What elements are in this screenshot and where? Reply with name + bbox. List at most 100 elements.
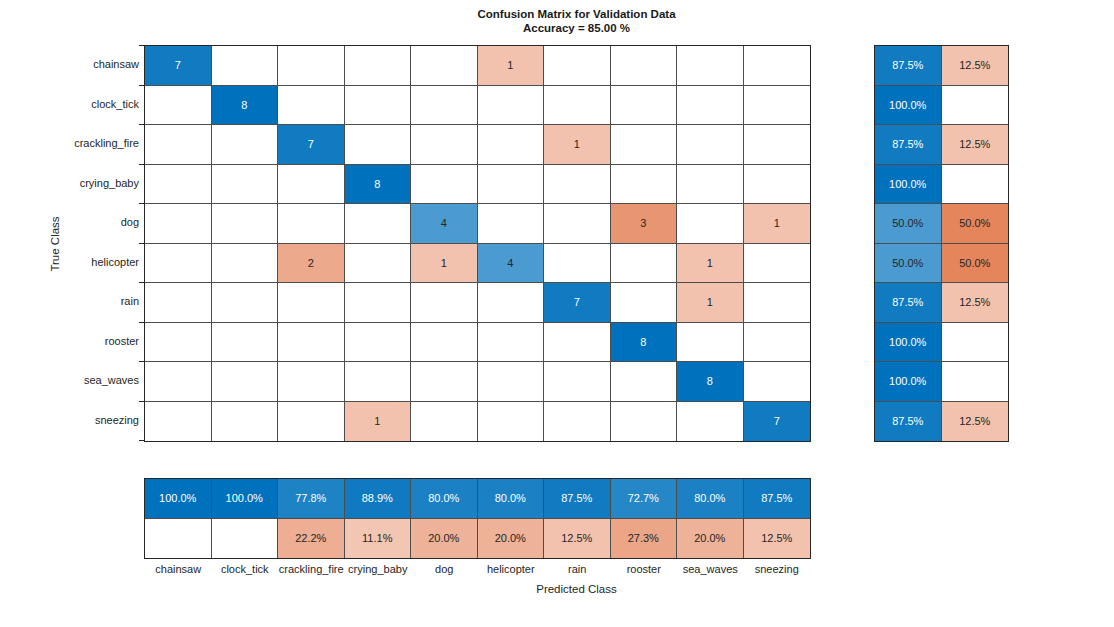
matrix-cell: [677, 46, 744, 86]
matrix-cell: [345, 283, 412, 323]
row-summary-cell: 12.5%: [942, 283, 1009, 323]
y-axis-tick-mark: [139, 322, 144, 323]
matrix-cell: [544, 323, 611, 363]
predicted-class-label-helicopter: helicopter: [487, 563, 535, 575]
column-summary-cell: 80.0%: [411, 479, 478, 519]
matrix-cell: [744, 125, 811, 165]
predicted-class-label-sneezing: sneezing: [755, 563, 799, 575]
predicted-class-label-sea_waves: sea_waves: [683, 563, 738, 575]
matrix-cell: [278, 86, 345, 126]
matrix-cell: [544, 204, 611, 244]
column-summary-cell: 27.3%: [611, 519, 678, 559]
column-summary-cell: 72.7%: [611, 479, 678, 519]
row-summary-cell: 50.0%: [875, 244, 942, 284]
matrix-cell: [411, 362, 478, 402]
matrix-cell: [278, 165, 345, 205]
column-summary-cell: 100.0%: [212, 479, 279, 519]
matrix-cell: [411, 323, 478, 363]
matrix-cell: [611, 283, 678, 323]
matrix-cell: 1: [478, 46, 545, 86]
row-summary-cell: 12.5%: [942, 46, 1009, 86]
true-class-label-helicopter: helicopter: [0, 243, 139, 283]
matrix-cell: [744, 244, 811, 284]
matrix-cell: [744, 46, 811, 86]
matrix-cell: 3: [611, 204, 678, 244]
matrix-cell: [744, 283, 811, 323]
column-summary-cell: 77.8%: [278, 479, 345, 519]
column-summary-cell: 20.0%: [478, 519, 545, 559]
matrix-cell: 2: [278, 244, 345, 284]
matrix-cell: [677, 125, 744, 165]
matrix-cell: 1: [744, 204, 811, 244]
true-class-label-sneezing: sneezing: [0, 401, 139, 441]
row-summary-cell: [942, 86, 1009, 126]
matrix-cell: [411, 402, 478, 442]
column-summary-cell: 22.2%: [278, 519, 345, 559]
matrix-cell: 8: [212, 86, 279, 126]
matrix-cell: [345, 244, 412, 284]
row-summary-cell: 100.0%: [875, 165, 942, 205]
confusion-matrix-grid: 7187184312141718817: [144, 45, 811, 442]
matrix-cell: [611, 46, 678, 86]
matrix-cell: [744, 165, 811, 205]
y-axis-tick-mark: [139, 85, 144, 86]
predicted-class-label-rain: rain: [568, 563, 586, 575]
row-summary-cell: 87.5%: [875, 283, 942, 323]
row-summary-grid: 87.5%12.5%100.0%87.5%12.5%100.0%50.0%50.…: [874, 45, 1009, 442]
matrix-cell: 4: [478, 244, 545, 284]
chart-title-block: Confusion Matrix for Validation Data Acc…: [145, 7, 1008, 35]
matrix-cell: [212, 244, 279, 284]
matrix-cell: [478, 86, 545, 126]
matrix-cell: 1: [677, 244, 744, 284]
matrix-cell: [744, 86, 811, 126]
matrix-cell: [677, 204, 744, 244]
matrix-cell: [611, 125, 678, 165]
matrix-cell: 1: [345, 402, 412, 442]
matrix-cell: [212, 362, 279, 402]
y-axis-tick-mark: [139, 203, 144, 204]
matrix-cell: [411, 46, 478, 86]
true-class-label-rain: rain: [0, 282, 139, 322]
y-axis-label: True Class: [49, 216, 61, 271]
row-summary-cell: 100.0%: [875, 86, 942, 126]
matrix-cell: 4: [411, 204, 478, 244]
matrix-cell: [544, 244, 611, 284]
row-summary-cell: [942, 362, 1009, 402]
matrix-cell: [611, 165, 678, 205]
matrix-cell: [478, 283, 545, 323]
matrix-cell: [677, 165, 744, 205]
matrix-cell: 8: [611, 323, 678, 363]
matrix-cell: [145, 244, 212, 284]
confusion-chart-figure: Confusion Matrix for Validation Data Acc…: [0, 0, 1114, 627]
matrix-cell: [478, 165, 545, 205]
y-axis-tick-mark: [139, 361, 144, 362]
true-class-label-rooster: rooster: [0, 322, 139, 362]
matrix-cell: 1: [544, 125, 611, 165]
matrix-cell: 8: [677, 362, 744, 402]
matrix-cell: [145, 204, 212, 244]
row-summary-cell: [942, 165, 1009, 205]
column-summary-cell: 12.5%: [544, 519, 611, 559]
matrix-cell: 7: [278, 125, 345, 165]
matrix-cell: [212, 125, 279, 165]
matrix-cell: [478, 204, 545, 244]
row-summary-cell: 87.5%: [875, 125, 942, 165]
matrix-cell: [212, 323, 279, 363]
predicted-class-label-chainsaw: chainsaw: [155, 563, 201, 575]
column-summary-cell: 12.5%: [744, 519, 811, 559]
matrix-cell: [278, 46, 345, 86]
y-axis-tick-mark: [139, 164, 144, 165]
chart-title: Confusion Matrix for Validation Data: [145, 7, 1008, 21]
column-summary-grid: 100.0%100.0%77.8%88.9%80.0%80.0%87.5%72.…: [144, 478, 811, 559]
matrix-cell: [611, 244, 678, 284]
column-summary-cell: [145, 519, 212, 559]
row-summary-cell: 100.0%: [875, 362, 942, 402]
matrix-cell: [212, 283, 279, 323]
matrix-cell: [345, 125, 412, 165]
true-class-label-chainsaw: chainsaw: [0, 45, 139, 85]
y-axis-tick-mark: [139, 243, 144, 244]
predicted-class-label-clock_tick: clock_tick: [221, 563, 269, 575]
matrix-cell: [278, 204, 345, 244]
chart-subtitle: Accuracy = 85.00 %: [145, 21, 1008, 35]
matrix-cell: 7: [544, 283, 611, 323]
